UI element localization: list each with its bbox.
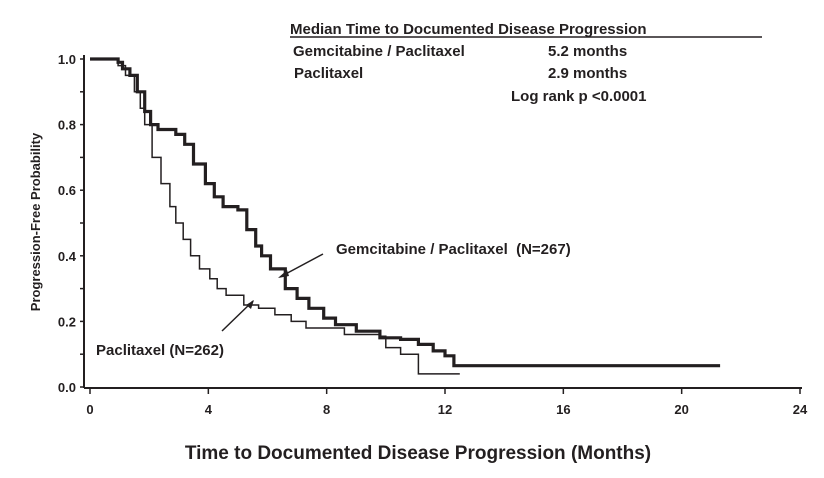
gem-pac-curve-label: Gemcitabine / Paclitaxel (N=267): [336, 241, 571, 258]
y-tick-label: 0.2: [58, 314, 76, 329]
paclitaxel-curve-label: Paclitaxel (N=262): [96, 342, 224, 359]
legend-row-pac-value: 2.9 months: [548, 65, 627, 82]
paclitaxel-curve: [90, 58, 460, 375]
y-tick-label: 0.0: [58, 380, 76, 395]
gem-pac-arrowhead: [278, 270, 289, 278]
y-tick-label: 0.4: [58, 249, 77, 264]
legend-row-gem-pac-name: Gemcitabine / Paclitaxel: [293, 43, 465, 60]
x-axis-title: Time to Documented Disease Progression (…: [185, 443, 651, 464]
x-tick-label: 20: [674, 402, 688, 417]
median-legend: Median Time to Documented Disease Progre…: [290, 21, 762, 105]
survival-curves: [90, 57, 721, 375]
x-tick-label: 4: [205, 402, 213, 417]
x-tick-label: 24: [793, 402, 808, 417]
x-tick-label: 0: [86, 402, 93, 417]
gem-pac-curve: [90, 57, 721, 368]
x-tick-label: 16: [556, 402, 570, 417]
y-tick-label: 0.6: [58, 183, 76, 198]
paclitaxel-arrowhead: [246, 300, 254, 309]
y-tick-label: 0.8: [58, 118, 76, 133]
legend-stat: Log rank p <0.0001: [511, 88, 646, 105]
legend-row-pac-name: Paclitaxel: [294, 65, 363, 82]
axes: 0.0 0.2 0.4 0.6 0.8 1.0 0 4 8 12 16 20 24: [58, 52, 808, 417]
legend-row-gem-pac-value: 5.2 months: [548, 43, 627, 60]
y-axis-title: Progression-Free Probability: [28, 132, 43, 311]
x-tick-label: 12: [438, 402, 452, 417]
legend-title: Median Time to Documented Disease Progre…: [290, 21, 646, 38]
x-tick-label: 8: [323, 402, 330, 417]
y-tick-label: 1.0: [58, 52, 76, 67]
